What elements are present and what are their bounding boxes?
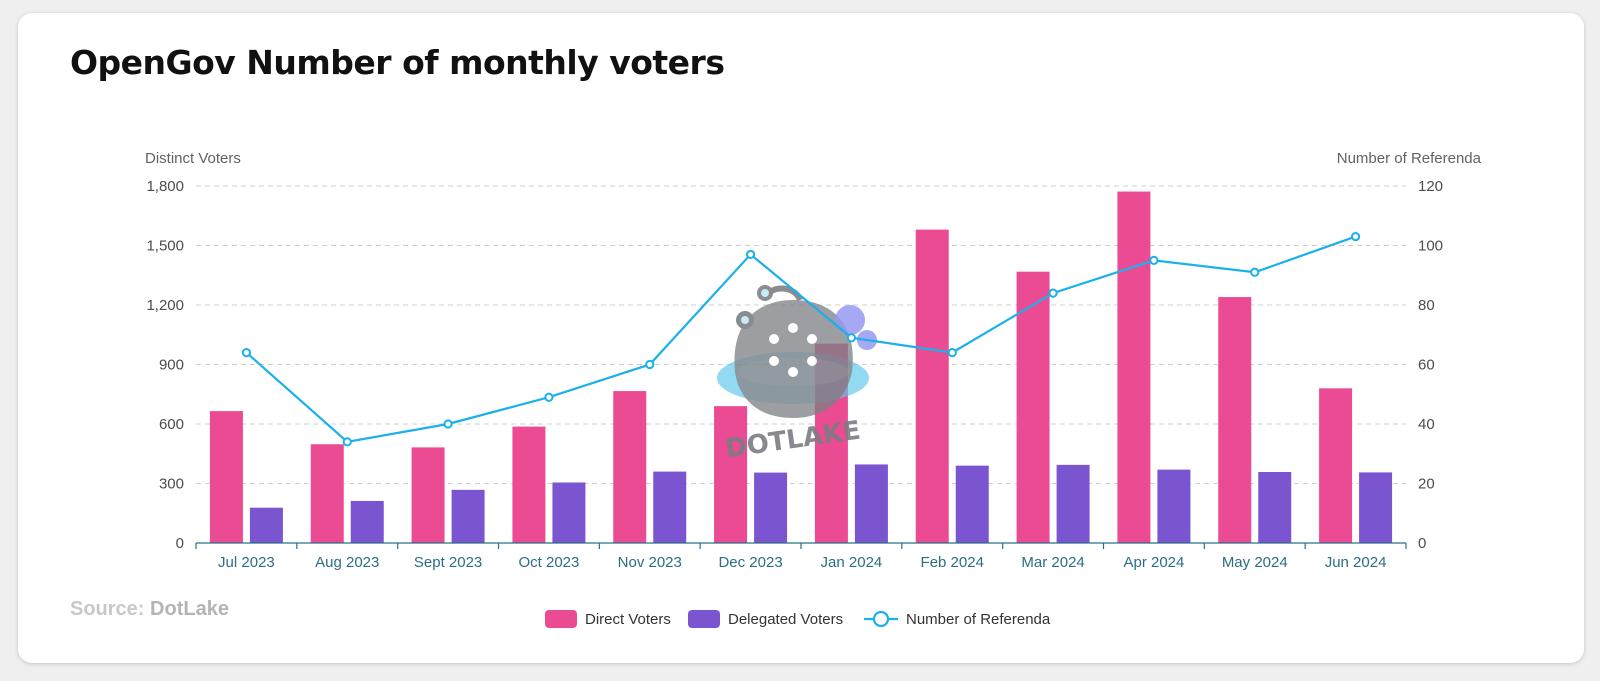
bar-delegated-voters-sept-2023	[451, 489, 485, 543]
bar-direct-voters-oct-2023	[512, 426, 546, 543]
point-referenda-sept-2023	[443, 419, 453, 429]
line-series	[241, 231, 1361, 447]
bar-delegated-voters-feb-2024	[955, 465, 989, 543]
y-tick-right: 120	[1418, 178, 1443, 195]
chart-title: OpenGov Number of monthly voters	[70, 43, 725, 82]
point-referenda-aug-2023	[342, 437, 352, 447]
x-tick-label: Jul 2023	[218, 554, 275, 571]
y-tick-right: 100	[1418, 238, 1443, 255]
x-tick-label: Nov 2023	[618, 554, 682, 571]
y-tick-left: 600	[159, 416, 184, 433]
y-tick-left: 0	[176, 535, 184, 552]
bar-delegated-voters-apr-2024	[1157, 469, 1191, 543]
point-referenda-apr-2024	[1149, 255, 1159, 265]
bar-delegated-voters-nov-2023	[653, 471, 687, 543]
point-referenda-nov-2023	[645, 359, 655, 370]
bar-direct-voters-feb-2024	[915, 229, 949, 543]
bar-delegated-voters-mar-2024	[1056, 464, 1090, 543]
y-tick-left: 300	[159, 476, 184, 493]
y-tick-left: 1,200	[146, 297, 184, 314]
legend-label-delegated-voters: Delegated Voters	[728, 611, 843, 628]
point-referenda-jan-2024	[846, 333, 857, 343]
dotlake-watermark-icon: DOTLAKE	[717, 285, 877, 464]
legend-marker-number-of-referenda	[872, 610, 890, 628]
line-number-of-referenda	[245, 235, 1356, 444]
y-tick-right: 0	[1418, 535, 1426, 552]
x-tick-label: Mar 2024	[1021, 554, 1084, 571]
source-note: Source: DotLake	[70, 598, 229, 621]
bar-delegated-voters-may-2024	[1258, 471, 1292, 543]
y-tick-left: 1,500	[146, 238, 184, 255]
y-tick-right: 80	[1418, 297, 1435, 314]
x-tick-label: Oct 2023	[518, 554, 579, 571]
point-referenda-jul-2023	[241, 348, 252, 358]
bar-delegated-voters-aug-2023	[350, 500, 384, 543]
bar-direct-voters-sept-2023	[411, 447, 445, 543]
x-tick-label: Feb 2024	[921, 554, 984, 571]
x-tick-label: Aug 2023	[315, 554, 379, 571]
legend-label-direct-voters: Direct Voters	[585, 611, 671, 628]
bar-delegated-voters-jun-2024	[1359, 472, 1393, 543]
bar-delegated-voters-dec-2023	[754, 472, 788, 543]
legend-swatch-delegated-voters	[688, 610, 720, 628]
y-tick-right: 20	[1418, 476, 1435, 493]
bar-delegated-voters-jan-2024	[854, 464, 888, 543]
point-referenda-oct-2023	[544, 392, 554, 402]
x-tick-label: Sept 2023	[414, 554, 482, 571]
bar-direct-voters-jul-2023	[209, 411, 243, 543]
legend: Direct Voters Delegated Voters Number of R…	[545, 610, 1051, 628]
bar-direct-voters-may-2024	[1218, 297, 1252, 543]
bar-direct-voters-aug-2023	[310, 444, 344, 543]
axes: 0 0 300 20 600 40 900 60 1,200 80 1,500 100 1,800 120…	[145, 150, 1482, 571]
x-tick-label: Apr 2024	[1123, 554, 1184, 571]
x-tick-label: May 2024	[1222, 554, 1288, 571]
point-referenda-may-2024	[1250, 267, 1260, 277]
point-referenda-feb-2024	[947, 348, 957, 358]
y-tick-right: 60	[1418, 357, 1435, 374]
y-tick-right: 40	[1418, 416, 1435, 433]
bar-direct-voters-nov-2023	[613, 391, 647, 543]
y-tick-left: 1,800	[146, 178, 184, 195]
y-tick-left: 900	[159, 357, 184, 374]
legend-label-number-of-referenda: Number of Referenda	[906, 611, 1051, 628]
point-referenda-jun-2024	[1350, 231, 1361, 242]
legend-swatch-direct-voters	[545, 610, 577, 628]
x-tick-label: Jan 2024	[821, 554, 883, 571]
point-referenda-dec-2023	[745, 249, 756, 260]
x-tick-label: Dec 2023	[718, 554, 782, 571]
bar-direct-voters-dec-2023	[714, 406, 748, 543]
bar-delegated-voters-jul-2023	[249, 507, 283, 543]
bar-direct-voters-jun-2024	[1319, 388, 1353, 543]
source-name: DotLake	[150, 598, 229, 620]
point-referenda-mar-2024	[1048, 288, 1058, 298]
bar-direct-voters-apr-2024	[1117, 191, 1151, 543]
bar-direct-voters-mar-2024	[1016, 271, 1050, 543]
y-axis-title-left: Distinct Voters	[145, 150, 241, 167]
bar-series	[209, 191, 1393, 543]
y-axis-title-right: Number of Referenda	[1337, 150, 1482, 167]
x-tick-label: Jun 2024	[1325, 554, 1387, 571]
bar-delegated-voters-oct-2023	[552, 482, 586, 543]
source-label: Source:	[70, 598, 145, 620]
